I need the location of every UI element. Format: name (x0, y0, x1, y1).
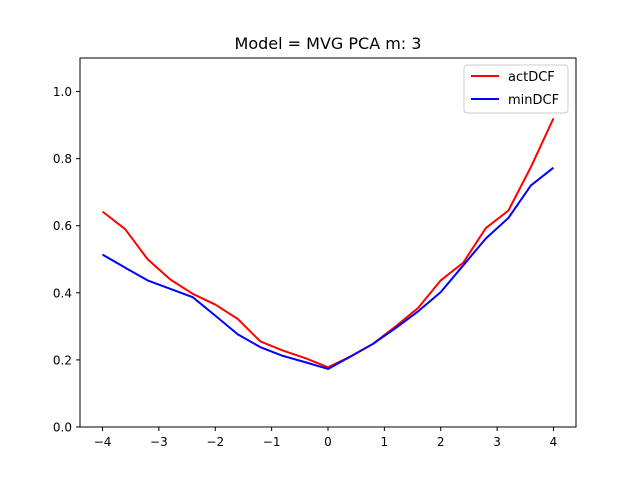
x-tick-label: 2 (437, 435, 445, 449)
legend-label-mindcf: minDCF (508, 93, 559, 108)
chart-title: Model = MVG PCA m: 3 (235, 34, 422, 53)
series-layer (101, 117, 555, 370)
x-tick-label: −4 (94, 435, 112, 449)
y-tick-label: 1.0 (53, 85, 72, 99)
y-tick-label: 0.4 (53, 286, 72, 300)
x-tick-label: −1 (263, 435, 281, 449)
x-tick-label: 0 (324, 435, 332, 449)
x-tick-label: 4 (550, 435, 558, 449)
y-tick-label: 0.8 (53, 152, 72, 166)
x-tick-label: 1 (381, 435, 389, 449)
series-line-actdcf (101, 117, 555, 369)
y-axis-ticks: 0.0 0.2 0.4 0.6 0.8 1.0 (53, 85, 80, 435)
x-tick-label: −2 (206, 435, 224, 449)
x-tick-label: 3 (493, 435, 501, 449)
x-tick-label: −3 (150, 435, 168, 449)
legend-label-actdcf: actDCF (508, 70, 555, 85)
series-line-mindcf (102, 166, 555, 370)
x-axis-ticks: −4 −3 −2 −1 0 1 2 3 4 (94, 427, 558, 449)
plot-area-frame (79, 57, 577, 428)
y-tick-label: 0.0 (53, 421, 72, 435)
y-tick-label: 0.2 (53, 353, 72, 367)
legend: actDCF minDCF (463, 64, 569, 114)
y-tick-label: 0.6 (53, 219, 72, 233)
